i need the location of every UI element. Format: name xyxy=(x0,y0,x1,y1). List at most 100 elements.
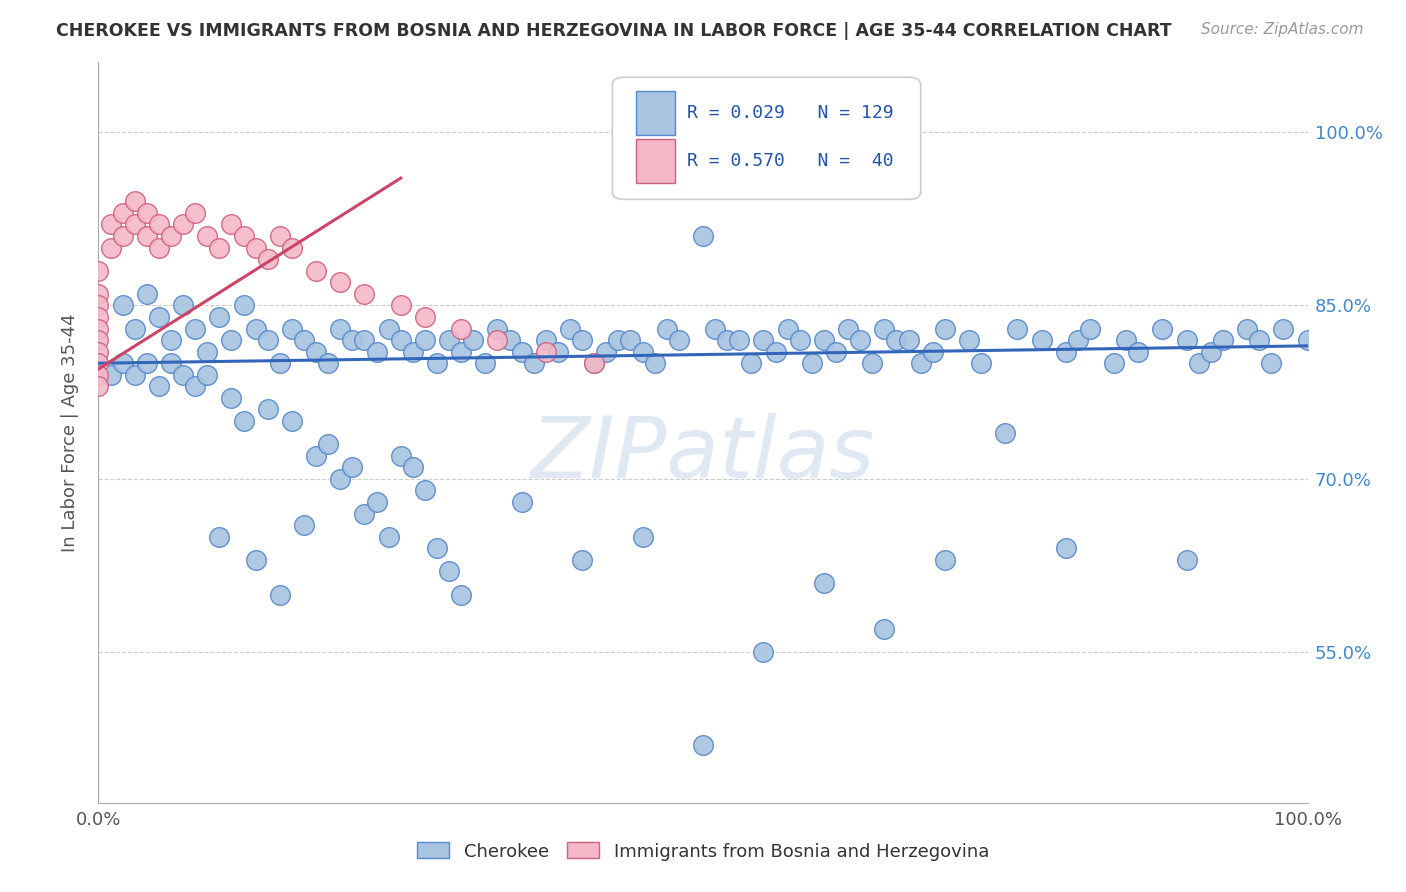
Point xyxy=(837,321,859,335)
Point xyxy=(87,379,110,393)
Point xyxy=(704,321,727,335)
Point xyxy=(292,333,315,347)
Point xyxy=(1175,333,1198,347)
Point xyxy=(813,333,835,347)
Point xyxy=(111,206,134,220)
Point xyxy=(195,344,218,359)
Point xyxy=(474,356,496,370)
Point xyxy=(1007,321,1029,335)
Point xyxy=(353,286,375,301)
Text: CHEROKEE VS IMMIGRANTS FROM BOSNIA AND HERZEGOVINA IN LABOR FORCE | AGE 35-44 CO: CHEROKEE VS IMMIGRANTS FROM BOSNIA AND H… xyxy=(56,22,1171,40)
Point xyxy=(208,310,231,324)
Point xyxy=(184,206,207,220)
Point xyxy=(413,310,436,324)
Point xyxy=(1260,356,1282,370)
Point xyxy=(353,333,375,347)
Point xyxy=(1078,321,1101,335)
Point xyxy=(607,333,630,347)
FancyBboxPatch shape xyxy=(637,91,675,135)
Point xyxy=(692,229,714,244)
Point xyxy=(595,344,617,359)
Point xyxy=(1236,321,1258,335)
Point xyxy=(172,368,194,382)
Point xyxy=(523,356,546,370)
Point xyxy=(329,472,352,486)
Point xyxy=(342,460,364,475)
Point xyxy=(87,344,110,359)
Point xyxy=(873,622,896,636)
Point xyxy=(426,356,449,370)
Point xyxy=(148,218,170,232)
Point xyxy=(716,333,738,347)
Point xyxy=(934,553,956,567)
Point xyxy=(1031,333,1053,347)
Point xyxy=(124,194,146,209)
Point xyxy=(305,344,328,359)
Point xyxy=(752,333,775,347)
Point xyxy=(256,402,278,417)
Point xyxy=(195,368,218,382)
Point xyxy=(389,298,412,312)
Point xyxy=(934,321,956,335)
Point xyxy=(547,344,569,359)
Point xyxy=(172,298,194,312)
Point xyxy=(486,333,509,347)
Point xyxy=(1212,333,1234,347)
Point xyxy=(692,738,714,752)
Point xyxy=(87,298,110,312)
Point xyxy=(994,425,1017,440)
Point xyxy=(1102,356,1125,370)
Point xyxy=(1272,321,1295,335)
Point xyxy=(87,356,110,370)
Point xyxy=(135,206,157,220)
Point xyxy=(619,333,641,347)
Point xyxy=(486,321,509,335)
Point xyxy=(886,333,908,347)
Point xyxy=(281,321,304,335)
Point xyxy=(148,379,170,393)
Point xyxy=(450,344,472,359)
Point xyxy=(366,344,388,359)
Point xyxy=(232,298,254,312)
Point xyxy=(765,344,787,359)
Point xyxy=(437,333,460,347)
Point xyxy=(184,321,207,335)
Point xyxy=(100,368,122,382)
Point xyxy=(111,229,134,244)
Point xyxy=(221,333,243,347)
Point xyxy=(160,333,183,347)
Point xyxy=(256,333,278,347)
Point xyxy=(245,240,267,254)
Point xyxy=(510,495,533,509)
Point xyxy=(1249,333,1271,347)
Point xyxy=(910,356,932,370)
Point xyxy=(100,218,122,232)
Y-axis label: In Labor Force | Age 35-44: In Labor Force | Age 35-44 xyxy=(60,313,79,552)
Point xyxy=(208,530,231,544)
Point xyxy=(342,333,364,347)
Point xyxy=(825,344,848,359)
Point xyxy=(1115,333,1137,347)
Point xyxy=(245,321,267,335)
Point xyxy=(571,553,593,567)
Point xyxy=(87,310,110,324)
Point xyxy=(135,286,157,301)
Point xyxy=(366,495,388,509)
Point xyxy=(316,356,339,370)
Point xyxy=(329,321,352,335)
Point xyxy=(389,333,412,347)
Point xyxy=(208,240,231,254)
Point xyxy=(413,483,436,498)
Point xyxy=(740,356,762,370)
Point xyxy=(921,344,943,359)
Point xyxy=(655,321,678,335)
Point xyxy=(377,530,399,544)
Point xyxy=(281,240,304,254)
Point xyxy=(87,263,110,277)
Point xyxy=(957,333,980,347)
Point xyxy=(1175,553,1198,567)
Point xyxy=(426,541,449,556)
Point xyxy=(450,588,472,602)
Point xyxy=(450,321,472,335)
Point xyxy=(1054,344,1077,359)
